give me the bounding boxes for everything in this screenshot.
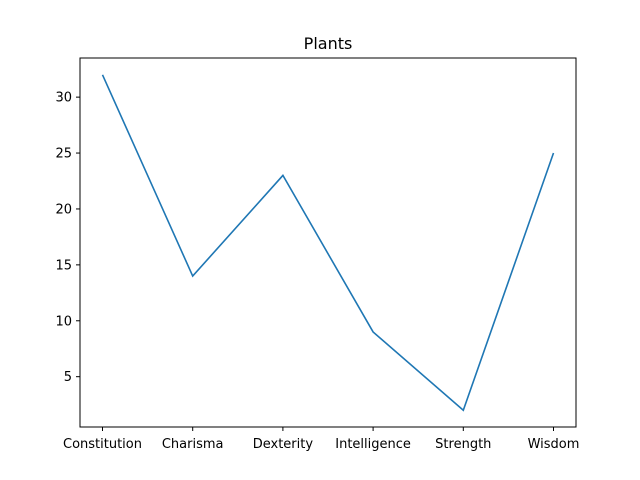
x-tick-label: Constitution bbox=[63, 437, 142, 452]
y-tick-label: 10 bbox=[55, 314, 72, 329]
y-tick-label: 15 bbox=[55, 258, 72, 273]
y-tick-label: 20 bbox=[55, 202, 72, 217]
x-axis: Constitution Charisma Dexterity Intelligenc… bbox=[63, 427, 579, 452]
x-tick-label: Charisma bbox=[162, 437, 224, 452]
x-tick-label: Strength bbox=[435, 437, 491, 452]
series-line bbox=[101, 74, 555, 412]
x-tick-label: Intelligence bbox=[335, 437, 411, 452]
series-layer bbox=[101, 74, 555, 412]
plot-frame bbox=[79, 57, 577, 428]
y-axis: 5 10 15 20 25 30 bbox=[55, 91, 80, 385]
x-tick-label: Wisdom bbox=[528, 437, 580, 452]
y-tick-label: 5 bbox=[64, 370, 72, 385]
y-tick-label: 25 bbox=[55, 147, 72, 162]
x-tick-label: Dexterity bbox=[253, 437, 314, 452]
y-tick-label: 30 bbox=[55, 91, 72, 106]
chart-title: Plants bbox=[304, 34, 353, 53]
